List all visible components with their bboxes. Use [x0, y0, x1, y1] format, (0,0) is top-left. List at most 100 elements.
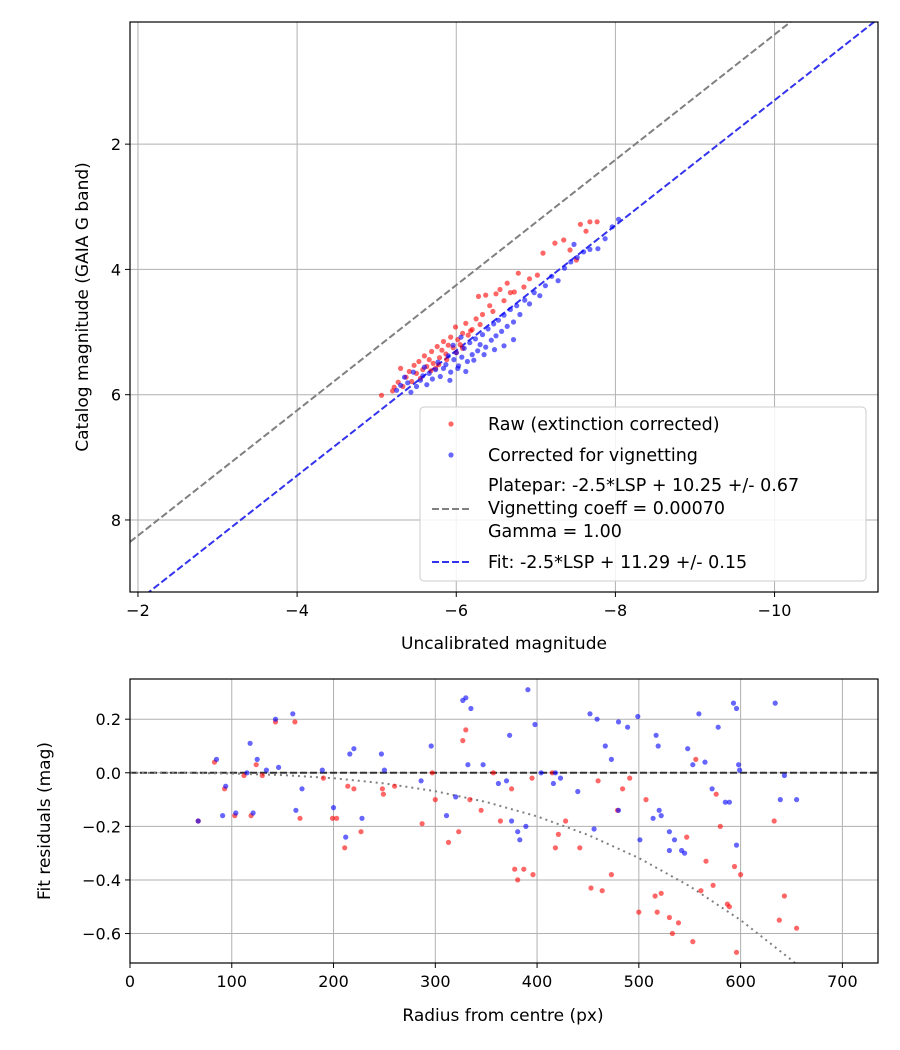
data-point: [538, 770, 544, 776]
x-tick-label: 300: [420, 972, 451, 991]
data-point: [609, 224, 615, 230]
data-point: [259, 772, 265, 779]
data-point: [552, 845, 559, 851]
data-point: [698, 888, 704, 894]
data-point: [443, 362, 449, 368]
x-tick-label: −10: [758, 601, 792, 620]
data-point: [417, 377, 423, 383]
legend-marker-raw: [448, 421, 454, 427]
data-point: [195, 818, 201, 824]
data-point: [509, 786, 515, 792]
data-point: [557, 775, 564, 781]
data-point: [435, 359, 441, 365]
data-point: [419, 821, 425, 827]
data-point: [424, 382, 430, 388]
data-point: [669, 930, 676, 937]
data-point: [733, 949, 740, 955]
x-tick-label: 200: [318, 972, 349, 991]
data-point: [526, 301, 533, 307]
data-point: [552, 240, 558, 246]
data-point: [525, 687, 531, 693]
data-point: [479, 311, 486, 318]
data-point: [503, 778, 510, 784]
data-point: [595, 778, 601, 784]
data-point: [408, 389, 414, 395]
top-y-ticks: 2 4 6 8: [111, 135, 130, 530]
data-point: [561, 237, 567, 243]
bottom-y-ticks: 0.2 0.0 −0.2 −0.4 −0.6: [82, 710, 130, 944]
data-point: [342, 845, 348, 851]
data-point: [602, 743, 608, 749]
data-point: [495, 317, 501, 323]
data-point: [450, 342, 456, 348]
x-tick-label: −8: [604, 601, 628, 620]
data-point: [685, 746, 691, 752]
data-point: [568, 259, 574, 265]
x-tick-label: −2: [126, 601, 150, 620]
top-axes-frame: [129, 21, 879, 593]
data-point: [531, 290, 537, 296]
data-point: [730, 700, 737, 706]
data-point: [334, 815, 340, 821]
data-point: [771, 818, 777, 824]
y-tick-label: 0.2: [96, 710, 121, 729]
data-point: [684, 834, 690, 840]
data-point: [515, 829, 521, 835]
residuals-plot: 0 100 200 300 400 500 600 700 0.2 0.0 −0.2 −0.4 −0.…: [35, 678, 879, 1026]
data-point: [567, 247, 573, 253]
data-point: [343, 834, 349, 840]
data-point: [690, 939, 696, 945]
data-point: [620, 786, 626, 792]
data-point: [458, 334, 464, 340]
data-point: [452, 324, 459, 330]
data-point: [330, 805, 337, 811]
data-point: [436, 355, 443, 361]
data-point: [461, 345, 467, 351]
data-point: [499, 328, 505, 334]
data-point: [497, 818, 503, 824]
data-point: [637, 837, 643, 843]
data-point: [418, 778, 424, 784]
data-point: [451, 357, 457, 363]
data-point: [445, 839, 452, 846]
data-point: [702, 759, 708, 765]
data-point: [472, 336, 478, 342]
data-point: [247, 740, 253, 746]
data-point: [650, 815, 656, 821]
legend: Raw (extinction corrected) Corrected for…: [419, 406, 867, 582]
data-point: [671, 837, 678, 843]
data-point: [577, 221, 584, 227]
data-point: [703, 858, 709, 864]
data-point: [781, 893, 788, 899]
data-point: [577, 845, 583, 851]
data-point: [550, 780, 557, 787]
data-point: [448, 369, 454, 375]
data-point: [507, 290, 513, 296]
data-point: [526, 276, 533, 282]
data-point: [467, 340, 473, 346]
data-point: [666, 829, 673, 835]
x-tick-label: −4: [285, 601, 309, 620]
data-point: [468, 705, 474, 712]
data-point: [616, 216, 622, 222]
data-point: [320, 775, 326, 781]
data-point: [510, 319, 517, 325]
data-point: [772, 700, 778, 706]
data-point: [710, 882, 716, 888]
data-point: [495, 780, 501, 787]
data-point: [463, 727, 469, 733]
bottom-y-axis-label: Fit residuals (mag): [35, 742, 55, 900]
data-point: [794, 925, 800, 931]
data-point: [658, 890, 664, 896]
data-point: [467, 797, 473, 803]
data-point: [297, 815, 303, 821]
data-point: [479, 332, 486, 338]
data-point: [319, 767, 325, 773]
data-point: [430, 360, 436, 366]
data-point: [465, 332, 471, 338]
top-x-axis-label: Uncalibrated magnitude: [401, 634, 607, 654]
data-point: [440, 365, 447, 371]
data-point: [517, 837, 523, 843]
data-point: [250, 810, 256, 816]
